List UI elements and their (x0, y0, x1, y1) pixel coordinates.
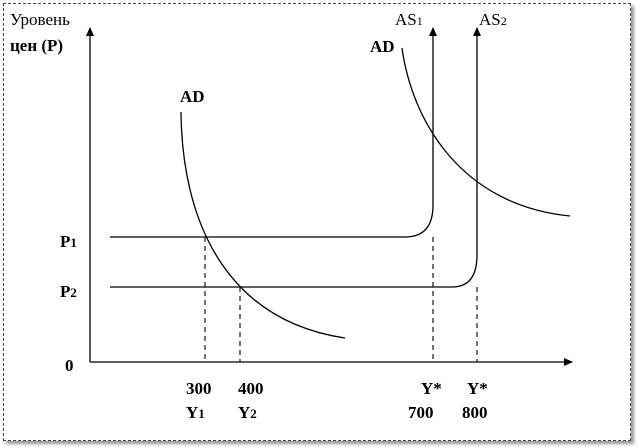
as-curve-1 (110, 27, 437, 238)
diagram-frame (3, 3, 631, 441)
tick-ystar-2: Y* (467, 379, 488, 398)
as-label-1: AS1 (395, 10, 423, 29)
tick-ystar-1: Y* (421, 379, 442, 398)
tick-y2: Y2 (238, 403, 257, 422)
as-curve-2 (110, 27, 481, 288)
ad-label-1: AD (180, 87, 205, 106)
price-level-p1: P1 (60, 232, 77, 251)
price-level-p2: P2 (60, 282, 77, 301)
as-label-2: AS2 (479, 10, 507, 29)
tick-y1: Y1 (186, 403, 205, 422)
y-axis-label-line2: цен (P) (10, 36, 63, 55)
ad-curve-2 (401, 47, 571, 217)
tick-300: 300 (186, 379, 212, 398)
ad-curve-1 (180, 111, 346, 339)
y-axis-label-line1: Уровень (10, 10, 70, 29)
tick-800: 800 (462, 403, 488, 422)
ad-label-2: AD (370, 37, 395, 56)
origin-label: 0 (65, 356, 74, 375)
tick-700: 700 (408, 403, 434, 422)
tick-400: 400 (238, 379, 264, 398)
